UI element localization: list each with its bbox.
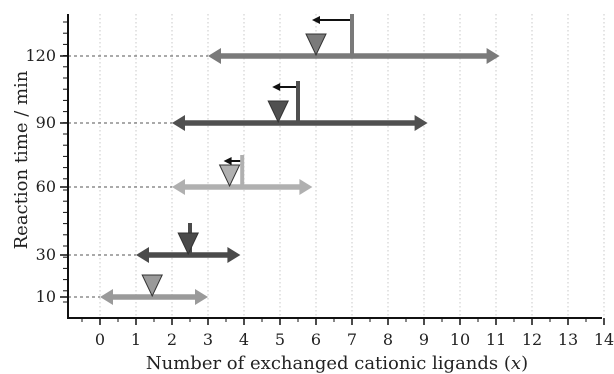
range-end-arrowhead [486, 48, 500, 64]
x-tick-label-2: 2 [167, 330, 177, 349]
grid-lines [99, 14, 605, 318]
mean-triangle-marker [267, 100, 289, 124]
mean-triangle-marker [305, 33, 327, 57]
x-tick-label-10: 10 [450, 330, 470, 349]
x-tick-label-13: 13 [558, 330, 578, 349]
range-start-arrowhead [172, 179, 185, 195]
x-tick-label-0: 0 [95, 330, 105, 349]
range-end-arrowhead [195, 289, 208, 305]
y-tick-label-90: 90 [36, 113, 56, 132]
guide-lines [68, 55, 208, 298]
mean-triangle-marker [141, 274, 163, 298]
x-ticks: 0 1 2 3 4 5 6 7 8 9 10 11 12 13 14 [81, 318, 614, 349]
range-start-arrowhead [208, 48, 221, 64]
x-tick-label-6: 6 [311, 330, 321, 349]
range-bars [100, 14, 500, 305]
range-end-arrowhead [414, 115, 428, 131]
x-tick-label-7: 7 [347, 330, 357, 349]
x-tick-label-11: 11 [486, 330, 506, 349]
x-tick-label-3: 3 [203, 330, 213, 349]
mean-triangle-marker [177, 232, 199, 256]
y-tick-label-30: 30 [36, 245, 56, 264]
range-bar-30 [136, 223, 241, 263]
range-start-arrowhead [100, 289, 113, 305]
range-bar-60 [172, 155, 313, 195]
x-tick-label-8: 8 [383, 330, 393, 349]
y-tick-label-120: 120 [25, 46, 56, 65]
x-tick-label-9: 9 [419, 330, 429, 349]
x-tick-label-4: 4 [239, 330, 249, 349]
y-tick-label-60: 60 [36, 177, 56, 196]
range-end-arrowhead [299, 179, 313, 195]
range-start-arrowhead [136, 247, 149, 263]
x-tick-label-5: 5 [275, 330, 285, 349]
x-tick-label-14: 14 [594, 330, 614, 349]
range-bar-10 [100, 274, 208, 305]
range-bar-90 [172, 81, 428, 131]
range-bar-120 [208, 14, 500, 64]
x-tick-label-1: 1 [131, 330, 141, 349]
mean-triangle-marker [218, 164, 241, 188]
y-axis-title: Reaction time / min [11, 70, 32, 249]
y-tick-label-10: 10 [36, 287, 56, 306]
x-tick-label-12: 12 [522, 330, 542, 349]
range-start-arrowhead [172, 115, 185, 131]
range-end-arrowhead [227, 247, 241, 263]
axes [67, 14, 602, 319]
shift-arrow-head [312, 16, 320, 24]
shift-arrow-head [223, 157, 232, 165]
x-axis-title: Number of exchanged cationic ligands (x) [146, 353, 528, 374]
y-ticks: 10 30 60 90 120 [25, 21, 68, 306]
shift-arrow-head [272, 83, 281, 91]
